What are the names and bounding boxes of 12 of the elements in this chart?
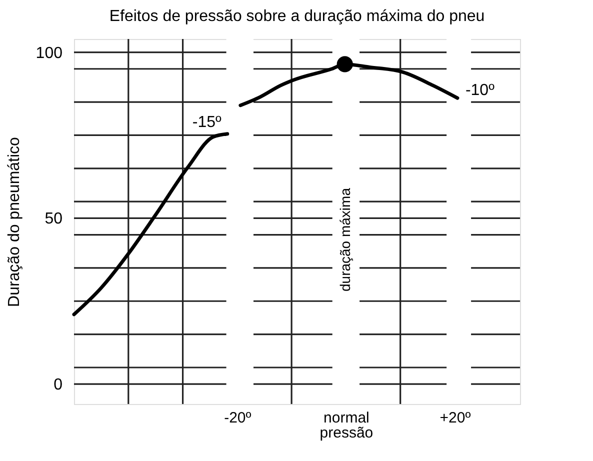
- y-tick-label: 0: [54, 376, 63, 394]
- y-axis-title: Duração do pneumático: [6, 136, 23, 307]
- y-tick-label: 100: [36, 44, 63, 62]
- chart-title: Efeitos de pressão sobre a duração máxima do pneu: [109, 8, 485, 26]
- band-label: duração máxima: [336, 188, 353, 292]
- annotation: -15º: [192, 114, 222, 131]
- annotation: -10º: [465, 82, 495, 100]
- line-series: [72, 132, 230, 316]
- x-tick-label: +20º: [440, 410, 472, 426]
- x-tick-label: normal pressão: [320, 410, 374, 442]
- x-tick-label: -20º: [224, 410, 252, 426]
- y-tick-label: 50: [44, 210, 63, 228]
